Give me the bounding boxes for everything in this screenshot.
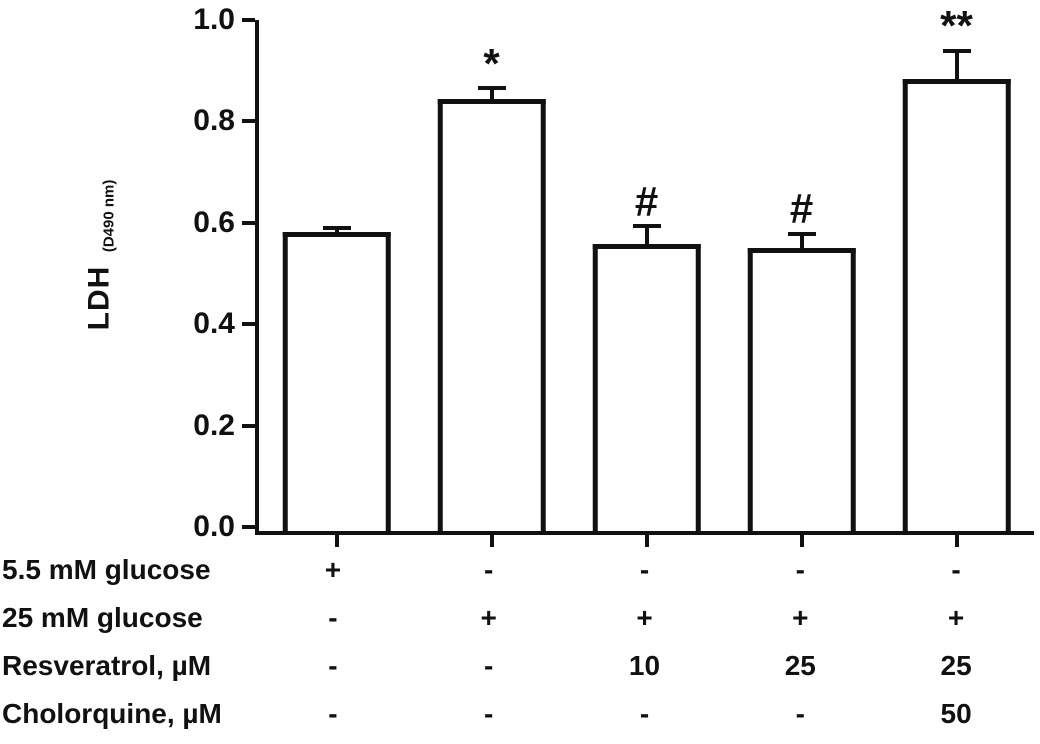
y-tick-mark [242, 423, 255, 428]
condition-value: - [484, 554, 494, 585]
significance-annotation: # [634, 177, 659, 225]
y-tick-label: 0.8 [193, 104, 235, 138]
condition-value: - [951, 554, 961, 585]
bar [747, 248, 856, 531]
y-tick: 0.2 [193, 408, 255, 442]
y-axis: 0.0 0.2 0.4 0.6 0.8 1.0 [0, 5, 255, 542]
condition-value: + [792, 602, 809, 633]
condition-row: Resveratrol, µM - - 10 25 25 [0, 642, 1034, 690]
condition-value: + [480, 602, 497, 633]
condition-value: 25 [940, 650, 972, 681]
y-tick: 0.4 [193, 309, 255, 339]
bar [592, 243, 701, 531]
condition-value: - [328, 602, 338, 633]
significance-annotation: * [483, 39, 500, 87]
bar [437, 99, 546, 531]
condition-value: - [328, 698, 338, 729]
y-tick-label: 0.2 [193, 408, 235, 442]
y-tick: 0.0 [193, 512, 255, 542]
y-tick-mark [242, 220, 255, 225]
y-tick: 0.8 [193, 106, 255, 136]
y-tick-label: 1.0 [193, 3, 235, 36]
condition-value: - [795, 554, 805, 585]
condition-value: 50 [940, 698, 972, 729]
error-bar [322, 225, 351, 236]
condition-value: + [947, 602, 965, 633]
x-tick-mark [954, 535, 959, 547]
condition-row-label: Resveratrol, µM [2, 650, 212, 681]
condition-value: 25 [784, 650, 816, 681]
y-tick-mark [242, 18, 255, 22]
y-tick: 1.0 [193, 5, 255, 35]
condition-value: + [636, 602, 653, 633]
y-tick-mark [242, 119, 255, 124]
x-tick-mark [334, 535, 339, 547]
condition-value: + [324, 554, 342, 585]
condition-row-label: 25 mM glucose [2, 602, 203, 633]
condition-row-values: - - - - 50 [255, 690, 1034, 738]
significance-annotation: ** [940, 2, 973, 50]
significance-annotation: # [789, 185, 814, 233]
condition-row: 25 mM glucose - + + + + [0, 594, 1034, 642]
condition-row: Cholorquine, µM - - - - 50 [0, 690, 1034, 738]
y-tick-label: 0.0 [193, 510, 235, 543]
bar-slot: * [414, 20, 569, 531]
y-tick-label: 0.6 [193, 205, 235, 239]
condition-row: 5.5 mM glucose + - - - - [0, 546, 1034, 594]
condition-value: - [484, 698, 494, 729]
y-tick: 0.6 [193, 205, 255, 239]
condition-row-label: Cholorquine, µM [2, 698, 222, 729]
x-tick-mark [644, 535, 649, 547]
plot-area: * # # ** [255, 5, 1034, 547]
error-bar [787, 232, 816, 252]
bar-slot: # [569, 20, 724, 531]
y-tick-mark [242, 322, 255, 327]
error-bar [942, 49, 971, 82]
bar [282, 232, 391, 531]
condition-table: 5.5 mM glucose + - - - - 25 mM glucose - + + + + Res… [0, 546, 1034, 738]
bar-slot: # [724, 20, 879, 531]
x-tick-mark [799, 535, 804, 547]
condition-value: - [484, 650, 494, 681]
condition-value: - [328, 650, 338, 681]
bar-slot [259, 20, 414, 531]
bars-area: * # # ** [259, 5, 1034, 531]
condition-row-label: 5.5 mM glucose [2, 554, 211, 585]
error-bar [632, 224, 661, 248]
x-tick-mark [489, 535, 494, 547]
condition-row-values: + - - - - [255, 546, 1034, 594]
condition-row-values: - - 10 25 25 [255, 642, 1034, 690]
condition-value: - [639, 698, 650, 729]
y-tick-label: 0.4 [193, 307, 235, 341]
condition-value: - [639, 554, 650, 585]
condition-value: 10 [628, 650, 661, 681]
bar-slot: ** [879, 5, 1034, 531]
condition-value: - [795, 698, 805, 729]
error-bar [477, 86, 506, 102]
bar [902, 78, 1011, 531]
condition-row-values: - + + + + [255, 594, 1034, 642]
y-tick-mark [242, 525, 255, 529]
